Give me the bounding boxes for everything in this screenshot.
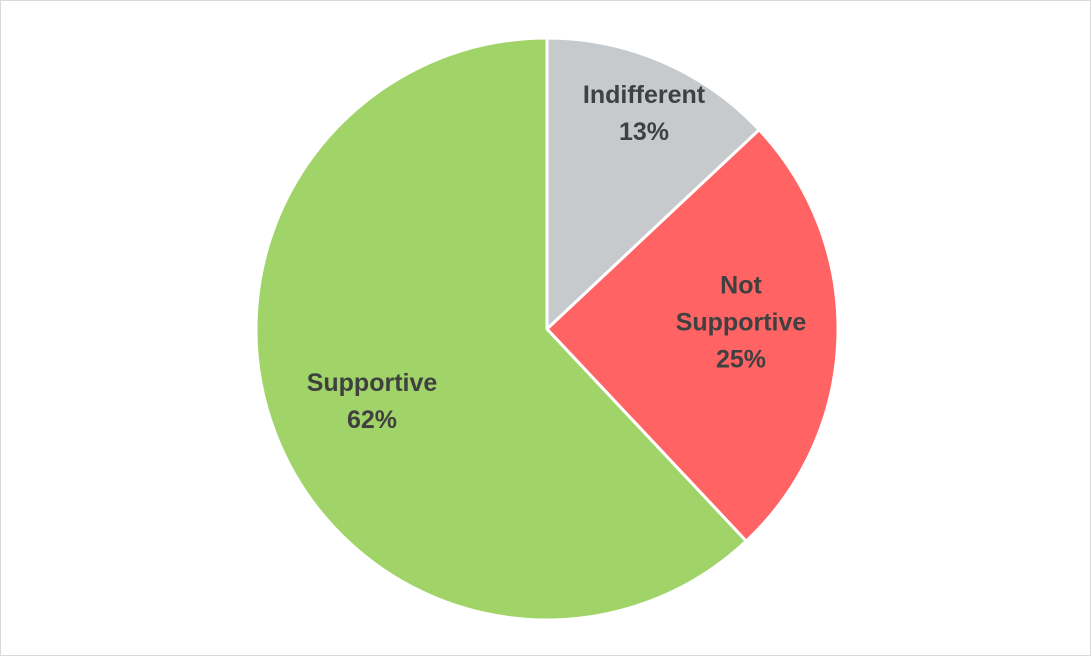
pie-slice-not-supportive [545,128,840,543]
slice-category-label: Not [720,272,762,300]
slice-label-supportive: Supportive 62% [307,369,438,434]
pie-slices [254,36,840,622]
slice-label-indifferent: Indifferent 13% [583,81,706,146]
slice-label-not-supportive: Not Supportive 25% [676,272,807,374]
pie-labels: Indifferent 13% Not Supportive 25% Supportive… [307,81,807,434]
slice-value-label: 62% [347,406,397,434]
pie-slice-supportive [254,36,748,622]
slice-category-label: Supportive [676,309,807,337]
slice-category-label: Supportive [307,369,438,397]
pie-slice-indifferent [545,36,761,331]
slice-value-label: 13% [619,118,669,146]
slice-category-label: Indifferent [583,81,706,109]
slice-value-label: 25% [716,346,766,374]
